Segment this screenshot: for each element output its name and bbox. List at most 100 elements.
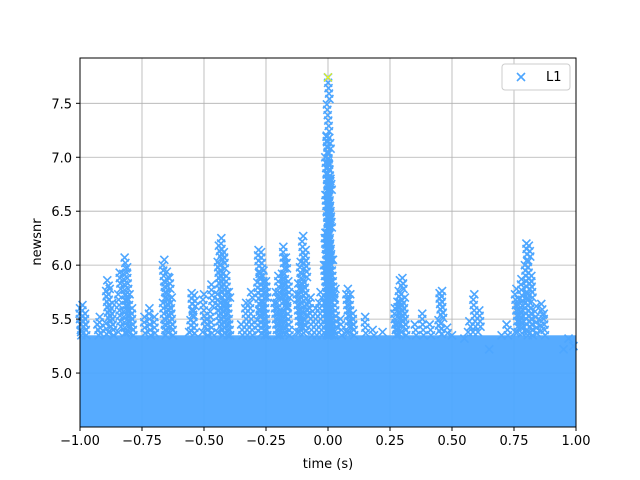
scatter-point <box>411 330 421 340</box>
scatter-point <box>527 292 538 303</box>
x-axis-label: time (s) <box>303 457 353 472</box>
scatter-point <box>167 292 177 303</box>
scatter-point <box>272 330 282 340</box>
scatter-point <box>559 344 569 354</box>
scatter-point <box>473 327 483 337</box>
scatter-point <box>523 327 533 337</box>
x-tick-label: 0.00 <box>314 434 343 449</box>
scatter-point <box>105 284 115 294</box>
scatter-point <box>484 344 494 354</box>
scatter-point <box>459 333 469 344</box>
scatter-point <box>323 326 333 336</box>
scatter-point <box>419 330 429 340</box>
scatter-point <box>260 330 270 340</box>
scatter-point <box>279 328 289 338</box>
scatter-point <box>443 328 453 338</box>
scatter-point <box>225 292 235 303</box>
scatter-point <box>140 328 150 338</box>
x-tick-label: −0.25 <box>246 434 286 449</box>
scatter-point <box>123 284 133 294</box>
scatter-point <box>324 126 334 136</box>
scatter-point <box>343 284 353 294</box>
scatter-point <box>123 327 133 337</box>
x-tick-label: −0.75 <box>122 434 162 449</box>
scatter-point <box>109 330 119 340</box>
dense-band-fill <box>80 335 576 427</box>
x-tick-label: −0.50 <box>184 434 224 449</box>
scatter-point <box>150 328 160 338</box>
scatter-points <box>74 72 579 354</box>
y-axis-ticks: 5.0 5.5 6.0 6.5 7.0 7.5 <box>51 97 80 382</box>
scatter-point <box>324 234 334 244</box>
scatter-point <box>349 330 359 340</box>
scatter-point <box>223 330 233 340</box>
legend: L1 <box>501 63 571 91</box>
highlight-point <box>323 73 333 82</box>
scatter-point <box>262 330 272 340</box>
y-tick-label: 6.5 <box>51 205 72 220</box>
x-tick-label: 0.75 <box>500 434 529 449</box>
scatter-point <box>525 251 535 262</box>
y-tick-label: 5.0 <box>51 367 72 382</box>
scatter-point <box>531 301 541 311</box>
scatter-point <box>282 301 292 311</box>
scatter-point <box>282 263 292 273</box>
y-tick-label: 7.5 <box>51 97 72 112</box>
y-tick-label: 6.0 <box>51 259 72 274</box>
y-tick-label: 7.0 <box>51 151 72 166</box>
scatter-point <box>368 325 378 335</box>
legend-label-l1: L1 <box>546 70 562 85</box>
scatter-point <box>76 327 86 337</box>
scatter-point <box>128 330 138 340</box>
scatter-point <box>220 263 230 273</box>
scatter-point <box>401 330 411 340</box>
scatter-point <box>306 292 316 303</box>
scatter-point <box>503 330 513 340</box>
scatter-point <box>165 284 175 294</box>
scatter-point <box>426 330 436 340</box>
scatter-point <box>285 330 295 340</box>
scatter-point <box>190 301 200 311</box>
scatter-point <box>563 333 574 344</box>
scatter-point <box>324 310 334 320</box>
scatter-point <box>188 310 198 320</box>
scatter-point <box>396 327 406 337</box>
scatter-point <box>344 327 354 337</box>
scatter-point <box>190 328 200 338</box>
scatter-point <box>159 255 169 265</box>
scatter-point <box>102 275 112 285</box>
x-tick-label: 0.50 <box>438 434 467 449</box>
scatter-point <box>103 327 114 337</box>
scatter-point <box>324 164 334 174</box>
scatter-point <box>337 330 347 340</box>
scatter-point <box>398 284 409 294</box>
scatter-point <box>329 330 339 340</box>
scatter-point <box>302 272 312 282</box>
x-tick-label: −1.00 <box>60 434 100 449</box>
scatter-point <box>324 94 334 104</box>
scatter-point <box>284 292 295 303</box>
x-tick-label: 1.00 <box>562 434 591 449</box>
x-tick-label: 0.25 <box>376 434 405 449</box>
scatter-point <box>400 292 410 303</box>
scatter-point <box>330 284 341 294</box>
scatter-point <box>262 292 272 303</box>
scatter-point <box>377 327 388 337</box>
y-axis-label: newsnr <box>30 218 45 266</box>
scatter-point <box>81 330 91 340</box>
scatter-point <box>162 267 172 277</box>
y-tick-label: 5.5 <box>51 313 72 328</box>
scatter-point <box>247 330 258 340</box>
scatter-point <box>447 330 457 340</box>
scatter-point <box>475 322 486 332</box>
scatter-point <box>361 328 371 338</box>
scatter-point <box>369 330 379 340</box>
scatter-point <box>168 330 178 340</box>
scatter-point <box>324 202 334 212</box>
scatter-point <box>324 272 334 282</box>
legend-box <box>501 63 571 91</box>
dense-band <box>80 335 576 427</box>
x-axis-ticks: −1.00 −0.75 −0.50 −0.25 0.00 0.25 0.50 0.75 1.00 <box>60 427 590 449</box>
scatter-point <box>198 327 208 337</box>
